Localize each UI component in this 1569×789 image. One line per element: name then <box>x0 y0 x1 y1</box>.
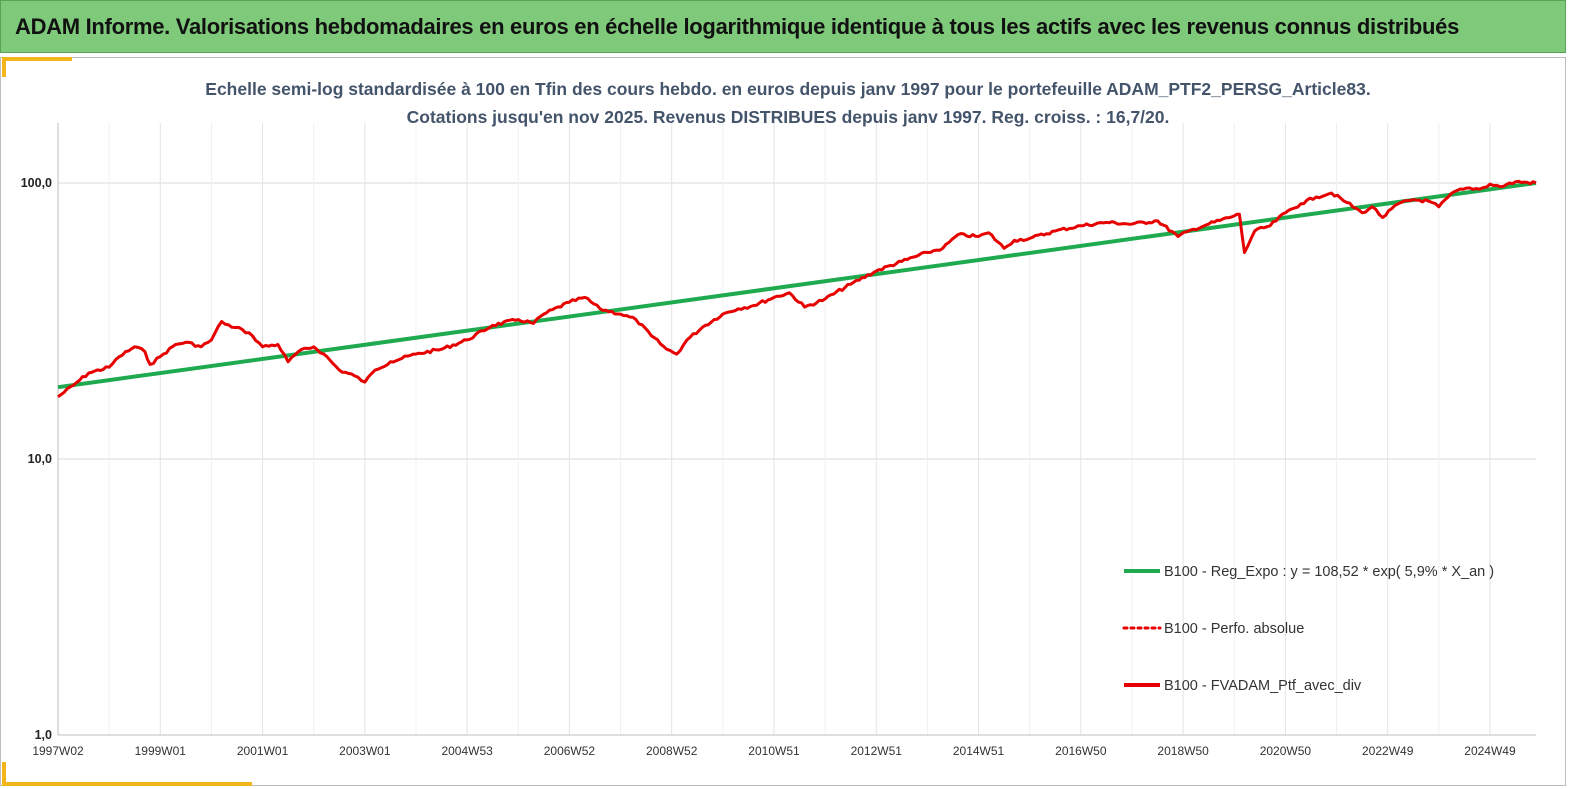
report-title: ADAM Informe. Valorisations hebdomadaire… <box>15 13 1460 39</box>
x-tick-label: 2020W50 <box>1260 744 1312 758</box>
y-tick-label: 1,0 <box>35 728 52 742</box>
y-tick-label: 100,0 <box>21 176 52 190</box>
x-tick-label: 2022W49 <box>1362 744 1414 758</box>
y-axis-ticks: 1,0 10,0 100,0 <box>21 176 52 742</box>
x-tick-label: 2024W49 <box>1464 744 1516 758</box>
legend: B100 - Reg_Expo : y = 108,52 * exp( 5,9%… <box>1122 564 1494 694</box>
accent-corner-bottom-left-v <box>2 762 6 786</box>
x-tick-label: 2012W51 <box>851 744 903 758</box>
x-tick-label: 2016W50 <box>1055 744 1107 758</box>
chart-frame <box>0 57 1566 786</box>
series-portfolio-line <box>57 179 1537 399</box>
series-regression-line <box>57 181 1537 390</box>
accent-corner-top-left-v <box>2 57 6 77</box>
x-tick-label: 2004W53 <box>441 744 493 758</box>
chart-title-line-2: Cotations jusqu'en nov 2025. Revenus DIS… <box>407 107 1170 127</box>
chart-title-line-1: Echelle semi-log standardisée à 100 en T… <box>205 79 1370 99</box>
legend-label: B100 - FVADAM_Ptf_avec_div <box>1164 678 1362 694</box>
x-tick-label: 1999W01 <box>135 744 187 758</box>
series-layer <box>57 179 1537 399</box>
x-tick-label: 2006W52 <box>544 744 596 758</box>
x-tick-label: 2008W52 <box>646 744 698 758</box>
x-tick-label: 2014W51 <box>953 744 1005 758</box>
legend-label: B100 - Reg_Expo : y = 108,52 * exp( 5,9%… <box>1164 564 1494 580</box>
y-tick-label: 10,0 <box>28 452 52 466</box>
report-banner: ADAM Informe. Valorisations hebdomadaire… <box>0 0 1566 53</box>
x-tick-label: 2001W01 <box>237 744 289 758</box>
x-tick-label: 2010W51 <box>748 744 800 758</box>
accent-corner-top-left <box>2 57 72 61</box>
x-tick-label: 1997W02 <box>32 744 84 758</box>
x-tick-label: 2003W01 <box>339 744 391 758</box>
x-axis-ticks: 1997W02 1999W01 2001W01 2003W01 2004W53 2006W… <box>32 744 1516 758</box>
grid <box>57 123 1536 736</box>
accent-corner-bottom-left <box>2 782 252 786</box>
legend-label: B100 - Perfo. absolue <box>1164 621 1304 637</box>
x-tick-label: 2018W50 <box>1157 744 1209 758</box>
